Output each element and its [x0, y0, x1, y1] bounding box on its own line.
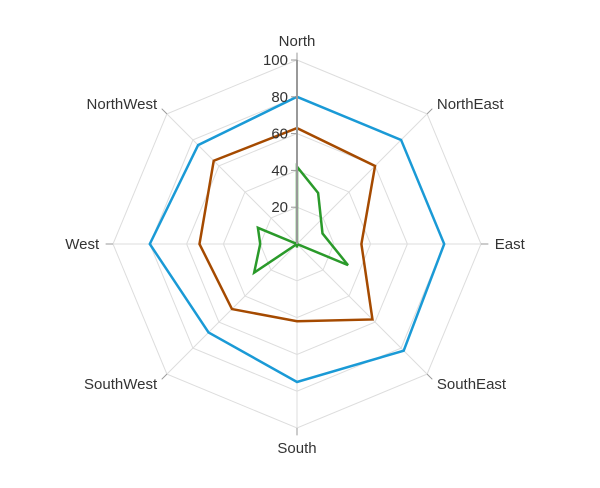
radial-tick-label-40: 40	[271, 162, 288, 179]
category-labels: North NorthEast East SouthEast South SouthWes…	[65, 33, 525, 457]
series-layer	[148, 95, 446, 384]
spoke-southeast	[296, 243, 428, 375]
category-label-southeast: SouthEast	[437, 376, 507, 393]
spoke-northeast	[296, 113, 428, 245]
radial-tick-label-60: 60	[271, 126, 288, 143]
radial-tick-label-80: 80	[271, 89, 288, 106]
radial-tick-label-20: 20	[271, 199, 288, 216]
spoke-northwest	[166, 113, 298, 245]
spoke-tick-southeast	[426, 373, 433, 380]
category-label-west: West	[65, 236, 100, 253]
series-2-line	[198, 126, 377, 323]
spoke-tick-northeast	[426, 108, 433, 115]
spoke-tick-northwest	[161, 108, 168, 115]
category-label-south: South	[277, 440, 316, 457]
spoke-tick-southwest	[161, 373, 168, 380]
radial-axis: 20 40 60 80 100	[263, 52, 298, 244]
series-3-line	[252, 163, 349, 276]
radial-tick-label-100: 100	[263, 52, 288, 69]
category-label-east: East	[495, 236, 526, 253]
category-label-southwest: SouthWest	[84, 376, 158, 393]
category-label-northeast: NorthEast	[437, 96, 505, 113]
category-label-northwest: NorthWest	[87, 96, 158, 113]
category-label-north: North	[279, 33, 316, 50]
series-1-line	[148, 95, 446, 384]
